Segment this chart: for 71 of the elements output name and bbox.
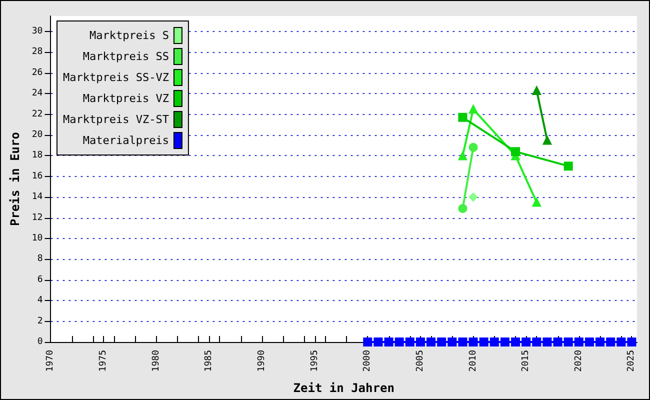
y-tick-label: 0 — [37, 337, 43, 347]
point — [468, 192, 478, 202]
point — [458, 204, 468, 213]
x-tick-label: 2020 — [574, 350, 584, 372]
x-tick-label: 1970 — [46, 350, 56, 372]
y-tick-label: 22 — [32, 109, 43, 120]
y-tick-label: 4 — [37, 296, 43, 306]
point — [458, 151, 468, 160]
legend-label: Marktpreis SS-VZ — [62, 71, 170, 84]
point — [532, 198, 542, 207]
point — [363, 338, 372, 346]
point — [490, 338, 499, 346]
point — [542, 338, 552, 346]
point — [448, 338, 457, 346]
point — [416, 338, 425, 346]
point — [596, 338, 605, 346]
legend-label: Marktpreis S — [89, 29, 169, 42]
y-tick-label: 26 — [32, 68, 43, 78]
x-tick-label: 1990 — [257, 350, 268, 372]
point — [458, 112, 468, 122]
x-tick-label: 1995 — [310, 350, 320, 372]
y-tick-label: 10 — [32, 234, 43, 244]
point — [394, 338, 404, 346]
point — [564, 162, 573, 171]
legend-label: Materialpreis — [82, 134, 169, 147]
point — [468, 142, 478, 152]
y-axis-title: Preis in Euro — [8, 132, 22, 226]
point — [437, 338, 446, 346]
point — [584, 338, 594, 346]
point — [564, 338, 573, 346]
y-tick-label: 30 — [32, 26, 43, 37]
y-tick-label: 14 — [32, 192, 43, 202]
legend-label: Marktpreis SS — [82, 50, 169, 63]
point — [511, 147, 520, 156]
x-tick-label: 2000 — [362, 350, 373, 372]
point — [616, 338, 626, 346]
point — [500, 338, 510, 346]
y-tick-label: 18 — [32, 150, 43, 161]
point — [458, 338, 468, 346]
point — [374, 338, 383, 346]
point — [511, 338, 520, 346]
legend-label: Marktpreis VZ-ST — [62, 113, 170, 126]
point — [627, 338, 636, 346]
point — [405, 338, 414, 346]
point — [574, 338, 584, 346]
y-tick-label: 20 — [32, 130, 43, 140]
legend-label: Marktpreis VZ — [82, 92, 170, 105]
point — [468, 338, 478, 346]
point — [468, 104, 478, 114]
point — [384, 338, 394, 346]
x-tick-label: 2025 — [626, 350, 637, 372]
y-tick-label: 28 — [32, 47, 43, 58]
point — [532, 338, 542, 346]
y-tick-label: 6 — [37, 274, 43, 285]
point — [522, 338, 531, 346]
y-tick-label: 8 — [37, 254, 43, 264]
y-tick-label: 2 — [37, 316, 43, 326]
point — [426, 338, 436, 346]
point — [606, 338, 616, 346]
x-tick-label: 2005 — [415, 350, 426, 372]
y-tick-label: 16 — [32, 171, 43, 182]
x-tick-label: 2010 — [468, 350, 478, 372]
y-tick-label: 12 — [32, 212, 43, 223]
x-tick-label: 1985 — [204, 350, 214, 372]
x-tick-label: 1975 — [98, 350, 109, 372]
y-tick-label: 24 — [32, 88, 43, 99]
x-axis-title: Zeit in Jahren — [293, 381, 394, 395]
point — [553, 338, 562, 346]
x-tick-label: 2015 — [521, 350, 532, 372]
x-tick-label: 1980 — [151, 350, 162, 372]
point — [479, 338, 488, 346]
